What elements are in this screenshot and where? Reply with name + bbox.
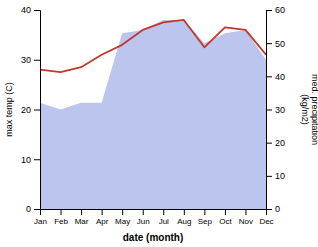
tick-mark (122, 209, 123, 215)
plot-root: JanFebMarAprMayJunJulAugSepOctNovDec0102… (4, 5, 318, 243)
x-axis: Jan Feb Mar Apr May Jun Jul Aug Sep Oct Nov Dec (34, 209, 274, 226)
tick-label: Jul (159, 217, 169, 226)
tick-label: 30 (21, 55, 31, 65)
tick-label: 10 (275, 171, 285, 181)
tick-label: Mar (75, 217, 89, 226)
tick-label: Jan (34, 217, 47, 226)
tick: 0 (266, 204, 280, 214)
tick: 30 (266, 105, 285, 115)
tick-mark (34, 60, 40, 61)
tick: 50 (266, 39, 285, 49)
tick-mark (34, 110, 40, 111)
tick-mark (266, 110, 272, 111)
tick: 10 (266, 171, 285, 181)
tick: Apr (96, 209, 109, 226)
tick-label: Oct (219, 217, 232, 226)
tick-mark (163, 209, 164, 215)
tick: 10 (21, 155, 40, 165)
tick-label: Jun (137, 217, 150, 226)
tick: Feb (54, 209, 68, 226)
tick-mark (245, 209, 246, 215)
tick: Jul (159, 209, 169, 226)
y2-axis-title-line: (kg/m2) (300, 94, 310, 125)
tick-label: 50 (275, 39, 285, 49)
tick-label: Feb (54, 217, 68, 226)
tick-mark (266, 76, 272, 77)
tick-mark (184, 209, 185, 215)
tick-mark (225, 209, 226, 215)
tick-label: May (115, 217, 130, 226)
tick-label: 40 (275, 72, 285, 82)
tick-mark (34, 209, 40, 210)
tick-mark (34, 159, 40, 160)
tick: 20 (266, 138, 285, 148)
tick-label: 30 (275, 105, 285, 115)
tick: May (115, 209, 130, 226)
tick-mark (266, 209, 272, 210)
temp-line (40, 20, 266, 72)
tick: Jun (137, 209, 150, 226)
x-axis-title: date (month) (123, 232, 184, 243)
tick-label: Dec (259, 217, 273, 226)
tick-label: 40 (21, 5, 31, 15)
tick: Jan (34, 209, 47, 226)
y2-axis: 0 10 20 30 40 50 60 (266, 5, 285, 214)
marks (40, 20, 266, 209)
tick-label: 10 (21, 155, 31, 165)
chart: JanFebMarAprMayJunJulAugSepOctNovDec0102… (0, 0, 318, 247)
tick: Sep (198, 209, 213, 226)
tick-label: 0 (26, 204, 31, 214)
y2-axis-title: med. precipitation(kg/m2) (300, 74, 318, 145)
tick-label: Sep (198, 217, 213, 226)
axis-line (267, 11, 273, 210)
tick-mark (266, 10, 272, 11)
tick-label: Aug (177, 217, 191, 226)
tick-mark (266, 43, 272, 44)
tick-label: 0 (275, 204, 280, 214)
tick-mark (266, 176, 272, 177)
tick: Oct (219, 209, 232, 226)
tick: Aug (177, 209, 191, 226)
tick: 40 (21, 5, 40, 15)
tick: 60 (266, 5, 285, 15)
y-axis: 0 10 20 30 40 (21, 5, 41, 214)
tick-label: Nov (239, 217, 253, 226)
y-axis-title: max temp (C) (4, 82, 14, 137)
tick-label: 20 (275, 138, 285, 148)
tick: 20 (21, 105, 40, 115)
tick: Dec (259, 209, 273, 226)
tick-label: 20 (21, 105, 31, 115)
tick: 30 (21, 55, 40, 65)
tick: Mar (75, 209, 89, 226)
tick: 40 (266, 72, 285, 82)
precip-area (40, 20, 266, 209)
tick-mark (81, 209, 82, 215)
tick: Nov (239, 209, 253, 226)
axis-line (34, 11, 41, 210)
tick-mark (204, 209, 205, 215)
tick: 0 (26, 204, 40, 214)
tick-mark (102, 209, 103, 215)
axis-line (41, 210, 267, 216)
tick-label: Apr (96, 217, 109, 226)
tick-mark (61, 209, 62, 215)
tick-mark (34, 10, 40, 11)
tick-label: 60 (275, 5, 285, 15)
y2-axis-title-line: med. precipitation (310, 74, 318, 145)
tick-mark (143, 209, 144, 215)
tick-mark (266, 143, 272, 144)
